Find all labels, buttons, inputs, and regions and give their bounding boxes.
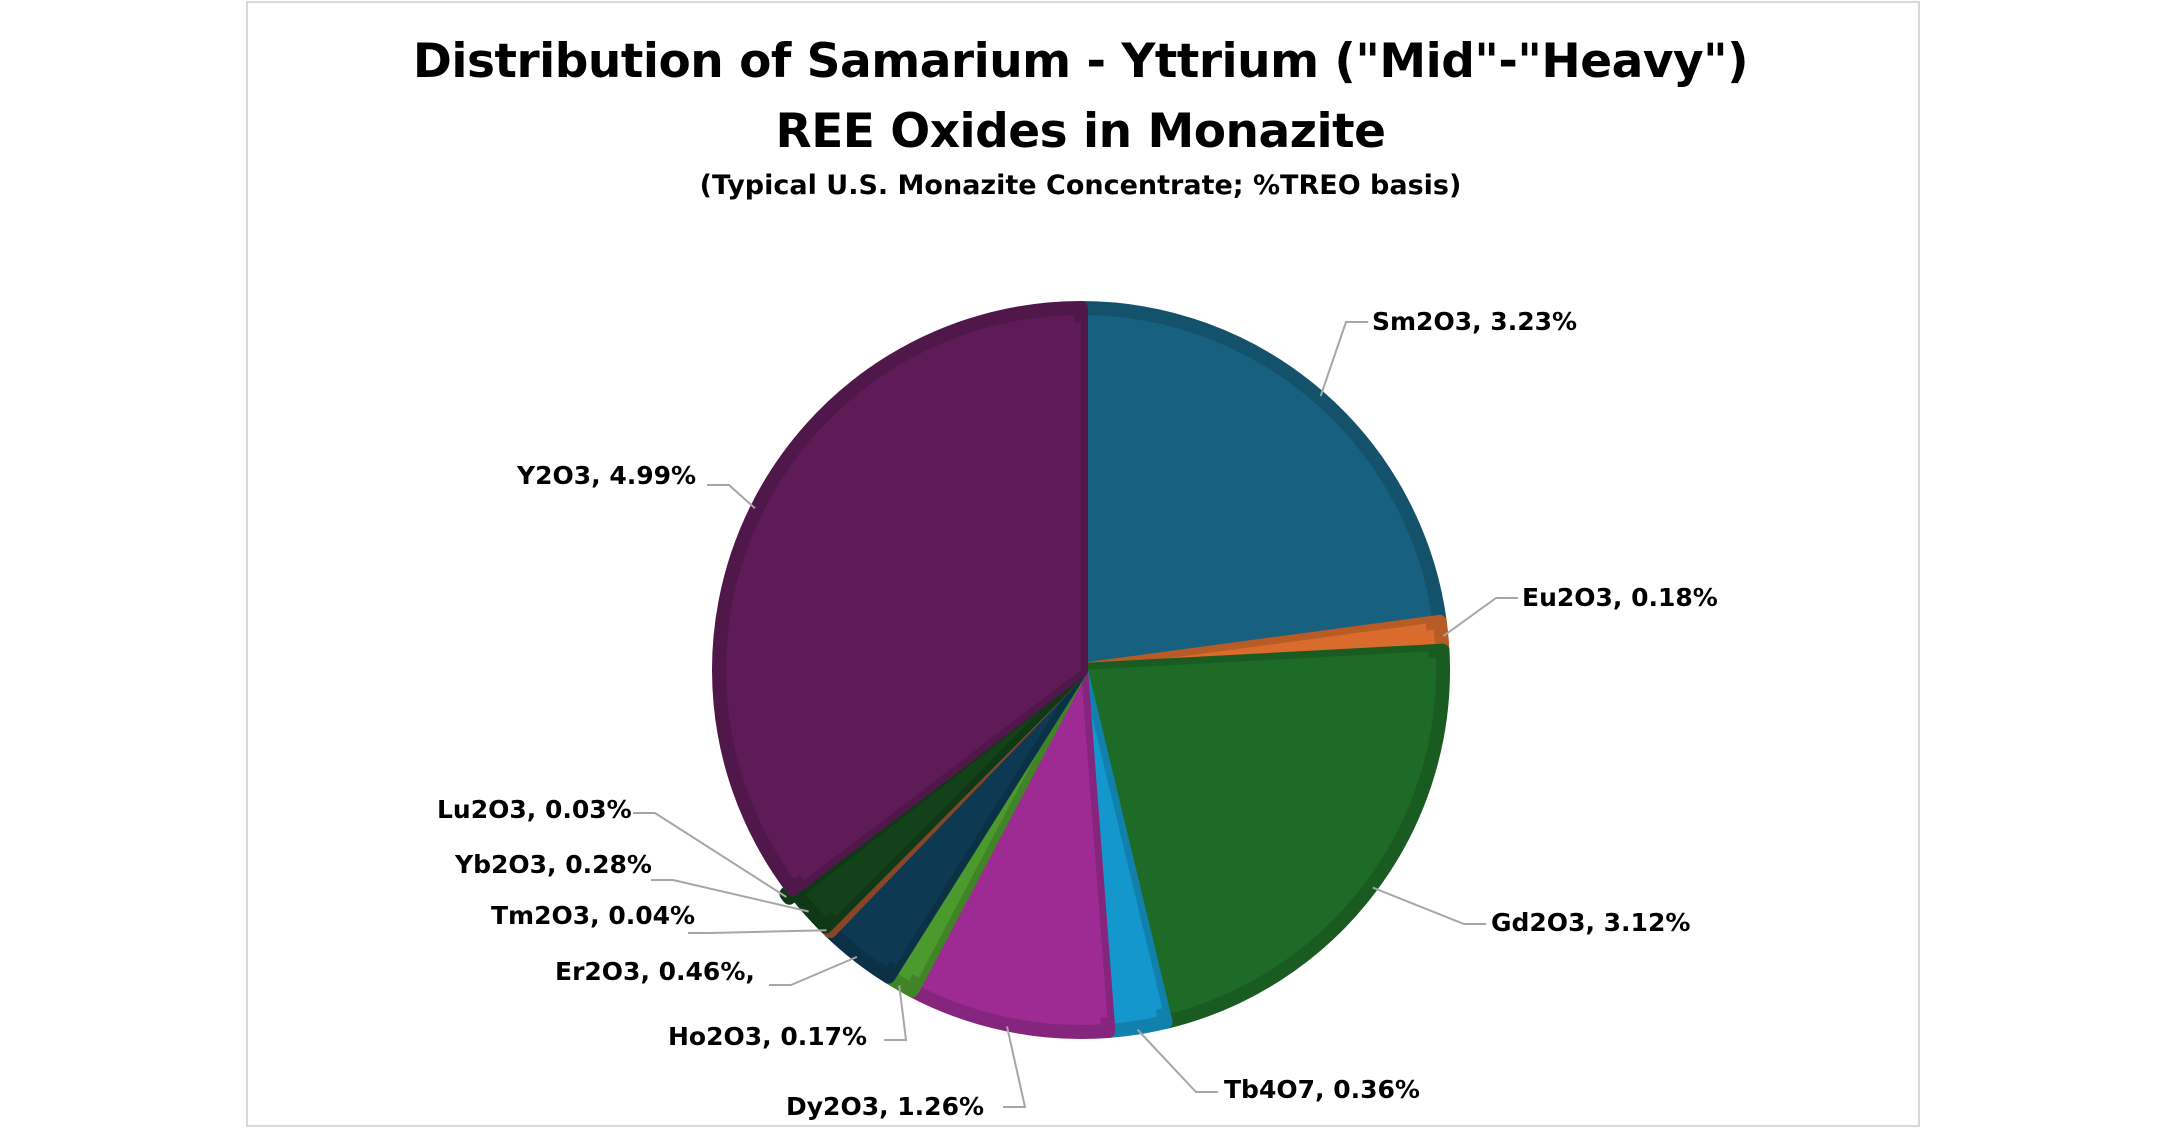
pie-slices bbox=[712, 301, 1450, 1039]
leader-line bbox=[1003, 1026, 1027, 1108]
chart-subtitle: (Typical U.S. Monazite Concentrate; %TRE… bbox=[699, 170, 1462, 201]
leader-line bbox=[688, 929, 827, 934]
data-label-tb4o7: Tb4O7, 0.36% bbox=[1224, 1075, 1420, 1104]
data-label-yb2o3: Yb2O3, 0.28% bbox=[455, 850, 652, 879]
leader-line bbox=[769, 955, 858, 986]
pie-slice-fill bbox=[732, 322, 1081, 881]
data-label-gd2o3: Gd2O3, 3.12% bbox=[1491, 908, 1691, 937]
pie-slice-fill bbox=[1081, 651, 1430, 1009]
data-label-lu2o3: Lu2O3, 0.03% bbox=[437, 795, 632, 824]
data-label-y2o3: Y2O3, 4.99% bbox=[517, 461, 697, 490]
data-label-tm2o3: Tm2O3, 0.04% bbox=[491, 901, 696, 930]
pie-slice-fill bbox=[1081, 322, 1426, 670]
leader-line bbox=[1136, 1028, 1218, 1093]
leader-line bbox=[1442, 597, 1518, 637]
data-label-dy2o3: Dy2O3, 1.26% bbox=[786, 1092, 985, 1121]
chart-title-line1: Distribution of Samarium - Yttrium ("Mid… bbox=[412, 34, 1749, 89]
leader-line bbox=[707, 484, 756, 509]
leader-line bbox=[1372, 886, 1486, 925]
leader-line bbox=[884, 985, 908, 1041]
pie-slice-fill bbox=[839, 670, 1081, 965]
data-label-sm2o3: Sm2O3, 3.23% bbox=[1372, 307, 1578, 336]
data-label-ho2o3: Ho2O3, 0.17% bbox=[668, 1022, 868, 1051]
leader-lines bbox=[633, 321, 1518, 1108]
pie-slice-fill bbox=[918, 670, 1108, 1018]
leader-line bbox=[1319, 321, 1368, 397]
leader-line bbox=[633, 812, 787, 898]
leader-line bbox=[651, 879, 809, 913]
chart-title-line2: REE Oxides in Monazite bbox=[775, 104, 1386, 159]
data-label-er2o3: Er2O3, 0.46%, bbox=[555, 957, 755, 986]
data-label-eu2o3: Eu2O3, 0.18% bbox=[1522, 583, 1718, 612]
